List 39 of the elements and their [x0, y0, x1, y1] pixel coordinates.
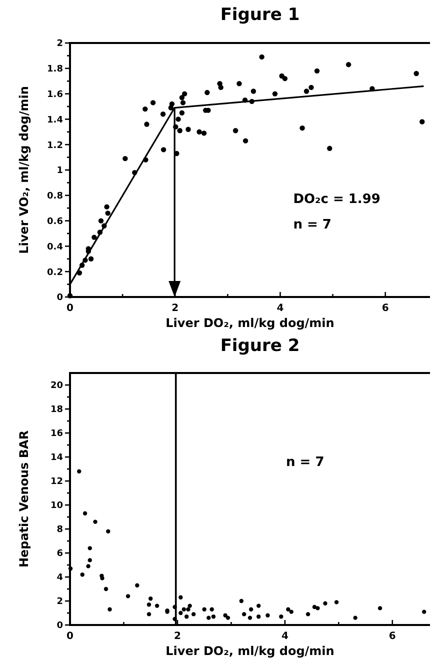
annotation: DO₂c = 1.99 — [293, 192, 380, 208]
x-tick-label: 6 — [382, 303, 389, 314]
annotation: n = 7 — [286, 455, 324, 470]
annotation: n = 7 — [293, 217, 332, 232]
y-tick-label: 0.4 — [47, 242, 63, 252]
y-tick-label: 6 — [56, 549, 63, 560]
y-tick-label: 12 — [50, 477, 63, 488]
y-tick-label: 1.4 — [47, 115, 63, 126]
x-tick-label: 6 — [388, 631, 396, 642]
y-tick-label: 1 — [56, 166, 63, 176]
y-tick-label: 8 — [56, 525, 63, 536]
y-tick-label: 0 — [56, 621, 63, 632]
y-axis-title: Liver VO₂, ml/kg dog/min — [17, 86, 31, 254]
x-tick-label: 2 — [172, 303, 179, 314]
chart-title: Figure 1 — [220, 5, 300, 25]
y-axis-title: Hepatic Venous BAR — [17, 430, 31, 568]
x-tick-label: 0 — [66, 631, 74, 642]
y-tick-label: 1.8 — [47, 64, 63, 75]
x-axis-title: Liver DO₂, ml/kg dog/min — [166, 644, 334, 658]
y-tick-label: 20 — [50, 381, 63, 392]
x-tick-label: 4 — [276, 303, 284, 314]
y-tick-label: 2 — [56, 39, 63, 50]
y-tick-label: 16 — [50, 429, 63, 440]
x-tick-label: 2 — [174, 631, 181, 642]
y-tick-label: 18 — [50, 405, 63, 416]
chart-title: Figure 2 — [220, 336, 300, 356]
y-tick-label: 1.2 — [47, 140, 63, 151]
x-axis-title: Liver DO₂, ml/kg dog/min — [166, 316, 334, 330]
y-tick-label: 0.2 — [47, 268, 63, 278]
x-tick-label: 0 — [66, 303, 74, 314]
y-tick-label: 0 — [56, 293, 63, 304]
y-tick-label: 4 — [56, 573, 63, 584]
y-tick-label: 14 — [50, 453, 63, 464]
y-tick-label: 2 — [56, 597, 63, 608]
x-tick-label: 4 — [281, 631, 288, 642]
y-tick-label: 0.6 — [47, 216, 63, 227]
y-tick-label: 1.6 — [47, 90, 63, 100]
y-tick-label: 0.8 — [47, 192, 63, 202]
y-tick-label: 10 — [50, 501, 63, 512]
